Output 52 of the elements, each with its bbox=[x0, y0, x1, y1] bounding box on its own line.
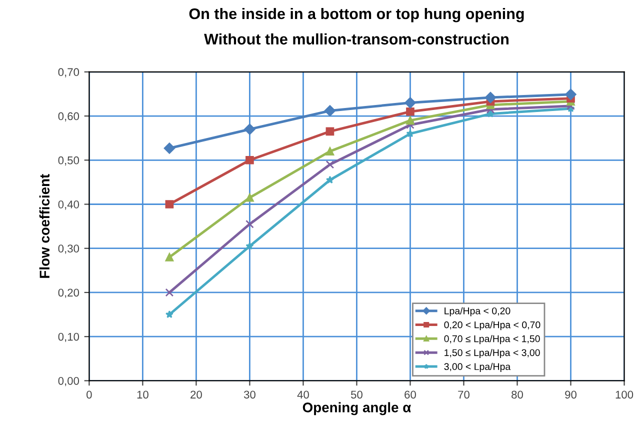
point bbox=[246, 193, 254, 202]
y-axis-title: Flow coefficient bbox=[39, 174, 50, 278]
y-tick-label: 0,50 bbox=[58, 156, 80, 166]
point bbox=[484, 92, 496, 104]
x-tick-label: 70 bbox=[458, 390, 470, 399]
point bbox=[565, 88, 576, 100]
legend-label: 3,00 < Lpa/Hpa bbox=[444, 362, 511, 372]
y-tick-label: 0,10 bbox=[58, 332, 80, 342]
point bbox=[406, 130, 414, 138]
point bbox=[406, 107, 414, 116]
chart-subtitle: Without the mullion-transom-construction bbox=[204, 33, 508, 45]
point bbox=[566, 102, 575, 110]
point bbox=[165, 310, 174, 318]
point bbox=[326, 176, 334, 184]
x-tick-label: 90 bbox=[565, 390, 576, 399]
y-tick-label: 0,30 bbox=[58, 244, 80, 254]
point bbox=[246, 220, 254, 228]
x-tick-label: 50 bbox=[350, 390, 362, 399]
point bbox=[246, 242, 254, 250]
legend-label: Lpa/Hpa < 0,20 bbox=[444, 307, 510, 316]
legend-label: 0,70 ≤ Lpa/Hpa < 1,50 bbox=[444, 335, 540, 344]
x-tick-label: 10 bbox=[137, 390, 148, 399]
legend-label: 0,20 < Lpa/Hpa < 0,70 bbox=[444, 321, 540, 330]
point bbox=[164, 142, 176, 154]
point bbox=[326, 160, 334, 169]
chart-title: On the inside in a bottom or top hung opening bbox=[189, 8, 524, 22]
y-tick-label: 0,40 bbox=[58, 200, 80, 210]
point bbox=[326, 127, 334, 136]
legend-label: 1,50 ≤ Lpa/Hpa < 3,00 bbox=[444, 348, 540, 358]
point bbox=[406, 116, 414, 125]
x-tick-label: 40 bbox=[297, 390, 309, 399]
y-tick-label: 0,20 bbox=[58, 288, 80, 298]
point bbox=[165, 200, 174, 208]
point bbox=[486, 105, 495, 114]
point bbox=[326, 147, 334, 156]
x-tick-label: 20 bbox=[190, 390, 202, 399]
point bbox=[165, 288, 174, 297]
x-tick-label: 100 bbox=[616, 390, 634, 399]
point bbox=[406, 120, 414, 130]
point bbox=[324, 105, 336, 116]
x-tick-label: 60 bbox=[404, 390, 416, 399]
point bbox=[404, 97, 416, 108]
point bbox=[246, 156, 254, 164]
point bbox=[165, 253, 174, 262]
y-tick-label: 0,70 bbox=[58, 68, 80, 78]
point bbox=[244, 124, 256, 135]
y-tick-label: 0,60 bbox=[58, 112, 80, 122]
x-axis-title: Opening angle α bbox=[302, 402, 412, 416]
x-tick-label: 30 bbox=[244, 390, 256, 399]
x-tick-label: 80 bbox=[512, 390, 523, 399]
x-tick-label: 0 bbox=[86, 390, 92, 399]
y-tick-label: 0,00 bbox=[58, 376, 80, 386]
